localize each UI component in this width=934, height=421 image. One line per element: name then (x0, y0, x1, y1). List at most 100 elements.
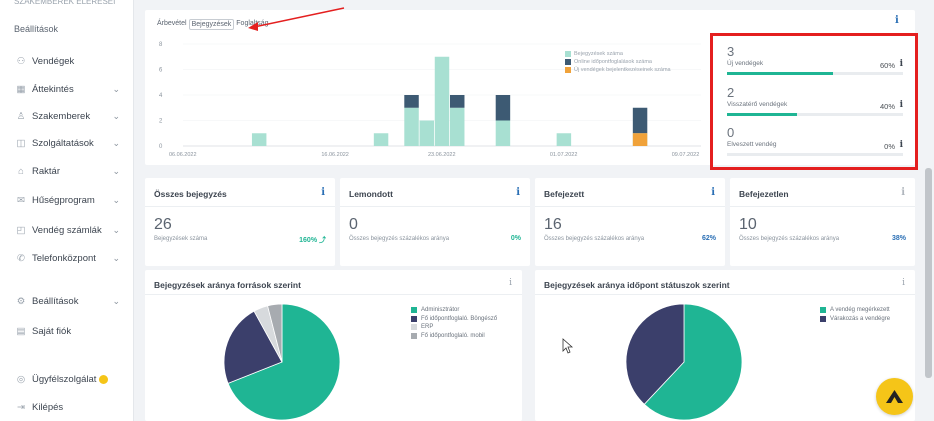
chevron-down-icon[interactable]: ⌄ (112, 195, 120, 205)
chevron-down-icon[interactable]: ⌄ (112, 111, 120, 121)
y-tick-label: 0 (159, 144, 163, 150)
pie-slice (643, 303, 743, 421)
tab-entries[interactable]: Bejegyzések (188, 19, 235, 30)
pie-legend-item[interactable]: Fő időpontfoglaló. mobil (411, 332, 485, 339)
account-icon: ▤ (16, 325, 26, 337)
notification-badge (99, 374, 109, 384)
chart-bar (556, 133, 572, 146)
kpi-value: 26 (154, 216, 172, 233)
sidebar-item-label: Kilépés (32, 401, 64, 413)
kpi-sublabel: Összes bejegyzés százalékos aránya (739, 236, 840, 242)
sidebar-top-strip: SZAKEMBEREK ELÉRÉSEI (14, 0, 116, 6)
status-pie-title: Bejegyzések aránya időpont státuszok sze… (544, 280, 730, 290)
sidebar-item-6[interactable]: ◰ Vendég számlák ⌄ (14, 221, 126, 239)
page-scrollbar[interactable] (922, 0, 934, 421)
chart-info-icon[interactable]: i (895, 15, 899, 26)
info-icon[interactable]: i (901, 187, 905, 198)
chart-bar (449, 107, 465, 146)
support-chat-button[interactable] (876, 378, 913, 415)
pie-slice (267, 303, 283, 363)
legend-label: A vendég megérkezett (830, 307, 890, 313)
chart-bar (449, 95, 465, 108)
sidebar-item-1[interactable]: ▦ Áttekintés ⌄ (14, 80, 126, 98)
kpi-title: Lemondott (349, 189, 393, 199)
pie-slice (227, 303, 341, 421)
status-pie-card: Bejegyzések aránya időpont státuszok sze… (535, 270, 915, 421)
sidebar-item-10[interactable]: ◎ Ügyfélszolgálat (14, 370, 126, 388)
pie-legend-item[interactable]: Adminisztrátor (411, 307, 459, 313)
guest-stat: 0 Elveszett vendég 0% i (727, 125, 903, 156)
stat-percent: 0% (884, 142, 895, 151)
kpi-value: 0 (349, 216, 358, 233)
sidebar-item-11[interactable]: ⇥ Kilépés (14, 398, 126, 416)
legend-item[interactable]: Bejegyzések száma (565, 51, 623, 57)
sidebar-item-label: Vendég számlák (32, 224, 102, 236)
info-icon[interactable]: i (899, 59, 903, 69)
chevron-down-icon[interactable]: ⌄ (112, 225, 120, 235)
legend-item[interactable]: Online időpontfoglalások száma (565, 59, 652, 65)
info-icon[interactable]: i (899, 140, 903, 150)
guest-stat: 3 Új vendégek 60% i (727, 44, 903, 75)
kpi-card: Befejezetlen i 10 Összes bejegyzés százalék… (730, 178, 915, 266)
stat-progress-fill (727, 72, 833, 75)
info-icon[interactable]: i (899, 100, 903, 110)
pie-legend-item[interactable]: Fő időpontfoglaló. Böngésző (411, 315, 498, 322)
info-icon[interactable]: i (321, 187, 325, 198)
legend-swatch (411, 307, 417, 313)
person-icon: ♙ (16, 110, 26, 122)
pie-legend-item[interactable]: Várakozás a vendégre (820, 315, 890, 322)
stat-progress-bar (727, 113, 903, 116)
sidebar-item-label: Saját fiók (32, 325, 72, 337)
info-icon[interactable]: i (902, 278, 905, 288)
scrollbar-thumb[interactable] (925, 168, 932, 378)
support-icon: ◎ (16, 373, 26, 385)
chart-bar (495, 120, 511, 146)
chart-bar (419, 120, 435, 146)
pie-legend-item[interactable]: A vendég megérkezett (820, 307, 890, 313)
legend-swatch (565, 59, 571, 65)
stat-label: Elveszett vendég (727, 141, 777, 148)
sidebar-item-label: Áttekintés (32, 83, 74, 95)
services-icon: ◫ (16, 137, 26, 149)
sidebar-item-2[interactable]: ♙ Szakemberek ⌄ (14, 107, 126, 125)
chart-bar (404, 95, 419, 108)
info-icon[interactable]: i (509, 278, 512, 288)
sidebar-item-7[interactable]: ✆ Telefonközpont ⌄ (14, 249, 126, 267)
x-tick-label: 09.07.2022 (672, 152, 700, 158)
chart-tabs: Árbevétel Bejegyzések Foglaltság (155, 19, 271, 30)
sidebar-item-9[interactable]: ▤ Saját fiók (14, 322, 126, 340)
info-icon[interactable]: i (516, 187, 520, 198)
chevron-down-icon[interactable]: ⌄ (112, 166, 120, 176)
chart-bar (434, 56, 450, 146)
mouse-cursor-icon (562, 338, 574, 354)
legend-label: Új vendégek bejelentkezéseinek száma (574, 67, 671, 73)
legend-label: Fő időpontfoglaló. Böngésző (421, 315, 498, 322)
kpi-percent: 62% (701, 235, 716, 242)
stat-progress-bar (727, 153, 903, 156)
stat-percent: 40% (879, 102, 895, 111)
guest-stats-highlight: 3 Új vendégek 60% i 2 Visszatérő vendégek 40% i… (710, 33, 918, 170)
chevron-down-icon[interactable]: ⌄ (112, 138, 120, 148)
x-tick-label: 01.07.2022 (550, 152, 578, 158)
chevron-down-icon[interactable]: ⌄ (112, 84, 120, 94)
sidebar-item-4[interactable]: ⌂ Raktár ⌄ (14, 162, 126, 180)
chevron-down-icon[interactable]: ⌄ (112, 253, 120, 263)
sidebar-item-8[interactable]: ⚙ Beállítások ⌄ (14, 292, 126, 310)
kpi-title: Összes bejegyzés (154, 189, 227, 199)
chevron-down-icon[interactable]: ⌄ (112, 296, 120, 306)
legend-item[interactable]: Új vendégek bejelentkezéseinek száma (565, 67, 671, 73)
sidebar-item-3[interactable]: ◫ Szolgáltatások ⌄ (14, 134, 126, 152)
stat-value: 2 (727, 85, 735, 100)
tab-revenue[interactable]: Árbevétel (157, 20, 187, 27)
sidebar-item-0[interactable]: ⚇ Vendégek (14, 52, 126, 70)
pie-slice (223, 310, 283, 384)
info-icon[interactable]: i (711, 187, 715, 198)
sidebar-item-label: Telefonközpont (32, 252, 96, 264)
tab-occupancy[interactable]: Foglaltság (236, 20, 269, 27)
kpi-value: 16 (544, 216, 562, 233)
sidebar-item-5[interactable]: ✉ Hűségprogram ⌄ (14, 191, 126, 209)
pie-legend-item[interactable]: ERP (411, 324, 433, 330)
sidebar-item-label: Vendégek (32, 55, 75, 67)
chart-bar (495, 95, 511, 121)
legend-swatch (820, 307, 826, 313)
